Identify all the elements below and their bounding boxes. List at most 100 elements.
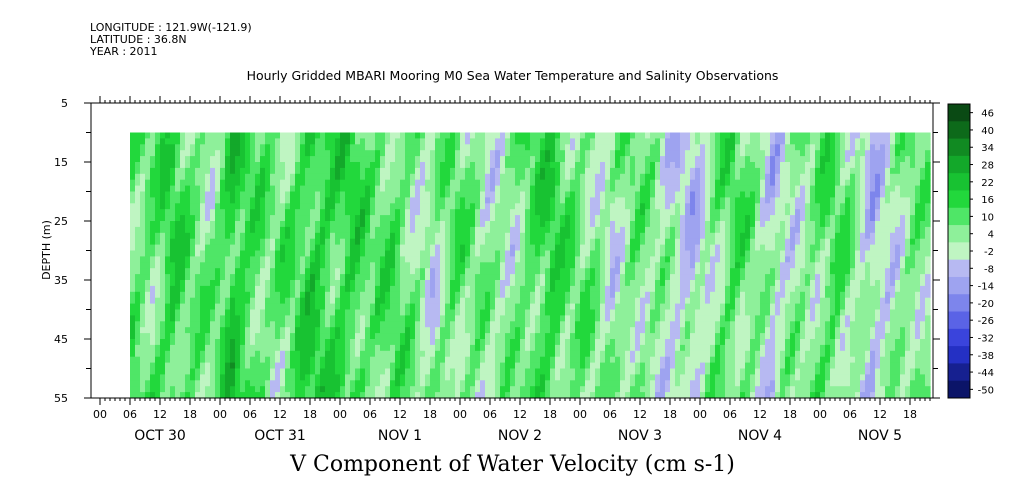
heatmap-cell xyxy=(170,350,176,358)
heatmap-cell xyxy=(145,356,151,364)
heatmap-cell xyxy=(190,333,196,340)
heatmap-cell xyxy=(275,280,281,287)
heatmap-cell xyxy=(660,215,666,222)
heatmap-cell xyxy=(165,315,171,322)
heatmap-cell xyxy=(235,297,241,305)
heatmap-cell xyxy=(535,297,541,305)
heatmap-cell xyxy=(250,380,256,387)
heatmap-cell xyxy=(455,238,461,246)
heatmap-cell xyxy=(375,167,381,175)
heatmap-cell xyxy=(565,368,571,375)
heatmap-cell xyxy=(130,274,136,281)
heatmap-cell xyxy=(305,339,311,346)
heatmap-cell xyxy=(230,185,236,193)
heatmap-cell xyxy=(515,162,521,169)
heatmap-cell xyxy=(550,327,556,334)
heatmap-cell xyxy=(575,232,581,240)
heatmap-cell xyxy=(405,268,411,275)
heatmap-cell xyxy=(220,339,226,346)
heatmap-cell xyxy=(320,209,326,216)
heatmap-cell xyxy=(330,221,336,228)
heatmap-cell xyxy=(195,179,201,187)
heatmap-cell xyxy=(225,285,231,293)
heatmap-cell xyxy=(330,238,336,246)
heatmap-cell xyxy=(655,256,661,263)
heatmap-cell xyxy=(270,327,276,334)
heatmap-cell xyxy=(455,350,461,358)
heatmap-cell xyxy=(530,197,536,204)
heatmap-cell xyxy=(385,203,391,210)
heatmap-cell xyxy=(565,339,571,346)
heatmap-cell xyxy=(300,274,306,281)
heatmap-cell xyxy=(305,333,311,340)
heatmap-cell xyxy=(230,339,236,346)
heatmap-cell xyxy=(275,156,281,163)
heatmap-cell xyxy=(550,162,556,169)
heatmap-cell xyxy=(650,309,656,316)
heatmap-cell xyxy=(195,150,201,157)
heatmap-cell xyxy=(435,209,441,216)
heatmap-cell xyxy=(440,162,446,169)
heatmap-cell xyxy=(500,226,506,234)
heatmap-cell xyxy=(480,327,486,334)
heatmap-cell xyxy=(340,333,346,340)
heatmap-cell xyxy=(470,209,476,216)
heatmap-cell xyxy=(530,392,536,398)
heatmap-cell xyxy=(600,262,606,269)
heatmap-cell xyxy=(565,374,571,381)
heatmap-cell xyxy=(305,244,311,252)
heatmap-cell xyxy=(425,250,431,257)
heatmap-cell xyxy=(315,250,321,257)
heatmap-cell xyxy=(185,291,191,299)
heatmap-cell xyxy=(335,291,341,299)
heatmap-cell xyxy=(275,256,281,263)
heatmap-cell xyxy=(340,132,346,139)
heatmap-cell xyxy=(240,274,246,281)
heatmap-cell xyxy=(395,380,401,387)
heatmap-cell xyxy=(300,173,306,181)
heatmap-cell xyxy=(200,250,206,257)
heatmap-cell xyxy=(660,339,666,346)
heatmap-cell xyxy=(430,350,436,358)
heatmap-cell xyxy=(285,185,291,193)
heatmap-cell xyxy=(340,321,346,328)
heatmap-cell xyxy=(650,386,656,393)
heatmap-cell xyxy=(615,350,621,358)
heatmap-cell xyxy=(420,221,426,228)
metadata-block: LONGITUDE : 121.9W(-121.9) LATITUDE : 36… xyxy=(90,22,252,58)
heatmap-cell xyxy=(160,226,166,234)
heatmap-cell xyxy=(590,280,596,287)
heatmap-cell xyxy=(495,303,501,311)
heatmap-cell xyxy=(585,167,591,175)
heatmap-cell xyxy=(410,380,416,387)
heatmap-cell xyxy=(195,244,201,252)
heatmap-cell xyxy=(605,303,611,311)
heatmap-cell xyxy=(560,291,566,299)
heatmap-cell xyxy=(200,285,206,293)
heatmap-cell xyxy=(550,356,556,364)
heatmap-cell xyxy=(525,339,531,346)
heatmap-cell xyxy=(670,179,676,187)
heatmap-cell xyxy=(660,191,666,198)
heatmap-cell xyxy=(650,344,656,352)
heatmap-cell xyxy=(630,327,636,334)
heatmap-cell xyxy=(305,291,311,299)
heatmap-cell xyxy=(320,362,326,370)
heatmap-cell xyxy=(405,215,411,222)
heatmap-cell xyxy=(455,256,461,263)
heatmap-cell xyxy=(150,221,156,228)
heatmap-cell xyxy=(490,138,496,145)
heatmap-cell xyxy=(505,291,511,299)
heatmap-cell xyxy=(255,392,261,398)
heatmap-cell xyxy=(635,356,641,364)
heatmap-cell xyxy=(160,386,166,393)
heatmap-cell xyxy=(555,303,561,311)
heatmap-cell xyxy=(225,221,231,228)
heatmap-cell xyxy=(245,197,251,204)
heatmap-cell xyxy=(185,374,191,381)
heatmap-cell xyxy=(405,303,411,311)
heatmap-cell xyxy=(295,392,301,398)
heatmap-cell xyxy=(240,256,246,263)
heatmap-cell xyxy=(335,132,341,139)
heatmap-cell xyxy=(325,374,331,381)
